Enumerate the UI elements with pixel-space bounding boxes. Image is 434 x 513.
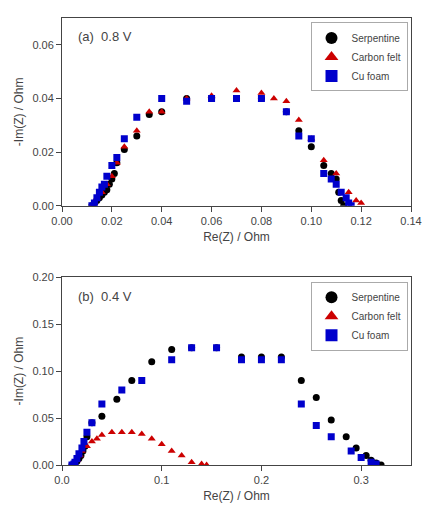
svg-text:0.00: 0.00 bbox=[32, 459, 53, 471]
svg-text:0.1: 0.1 bbox=[154, 474, 169, 486]
svg-text:0.05: 0.05 bbox=[32, 412, 53, 424]
svg-text:Carbon felt: Carbon felt bbox=[352, 311, 401, 322]
svg-text:0.15: 0.15 bbox=[32, 318, 53, 330]
svg-text:0.06: 0.06 bbox=[32, 39, 53, 51]
svg-text:0.04: 0.04 bbox=[151, 215, 172, 227]
svg-text:Carbon felt: Carbon felt bbox=[352, 52, 401, 63]
svg-text:Cu foam: Cu foam bbox=[352, 330, 390, 341]
svg-text:0.14: 0.14 bbox=[400, 215, 421, 227]
svg-text:0.00: 0.00 bbox=[32, 200, 53, 212]
svg-text:Cu foam: Cu foam bbox=[352, 71, 390, 82]
svg-text:-Im(Z) / Ohm: -Im(Z) / Ohm bbox=[12, 337, 26, 406]
svg-text:0.2: 0.2 bbox=[254, 474, 269, 486]
svg-text:Re(Z) / Ohm: Re(Z) / Ohm bbox=[203, 489, 270, 503]
svg-text:0.04: 0.04 bbox=[32, 92, 53, 104]
svg-text:0.12: 0.12 bbox=[350, 215, 371, 227]
svg-text:(a) 0.8 V: (a) 0.8 V bbox=[78, 29, 132, 44]
svg-text:0.00: 0.00 bbox=[51, 215, 72, 227]
svg-text:0.08: 0.08 bbox=[251, 215, 272, 227]
svg-text:0.10: 0.10 bbox=[32, 365, 53, 377]
svg-text:(b) 0.4 V: (b) 0.4 V bbox=[78, 289, 132, 304]
svg-text:0.0: 0.0 bbox=[54, 474, 69, 486]
svg-text:0.02: 0.02 bbox=[101, 215, 122, 227]
svg-text:0.20: 0.20 bbox=[32, 271, 53, 283]
svg-text:0.02: 0.02 bbox=[32, 146, 53, 158]
svg-text:Serpentine: Serpentine bbox=[352, 292, 401, 303]
svg-text:0.3: 0.3 bbox=[353, 474, 368, 486]
svg-text:0.10: 0.10 bbox=[301, 215, 322, 227]
svg-text:0.06: 0.06 bbox=[201, 215, 222, 227]
svg-text:Serpentine: Serpentine bbox=[352, 33, 401, 44]
svg-text:Re(Z) / Ohm: Re(Z) / Ohm bbox=[203, 230, 270, 244]
svg-text:-Im(Z) / Ohm: -Im(Z) / Ohm bbox=[12, 78, 26, 147]
